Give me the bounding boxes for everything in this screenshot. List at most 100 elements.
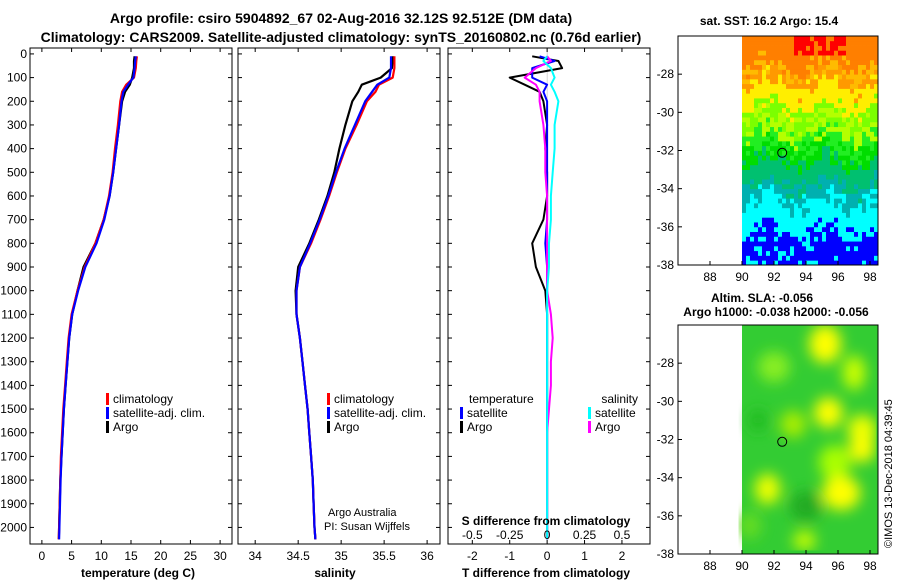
sst-cell: [742, 188, 747, 194]
sst-cell: [814, 93, 819, 99]
sst-cell: [826, 121, 831, 128]
sst-cell: [854, 202, 859, 209]
x-tick-label: 30: [213, 549, 227, 563]
sst-cell: [858, 83, 863, 89]
sst-cell: [866, 169, 871, 175]
sst-cell: [838, 198, 843, 204]
sst-cell: [746, 255, 751, 261]
sst-cell: [806, 69, 811, 75]
sst-cell: [846, 74, 851, 80]
sst-cell: [870, 255, 875, 261]
sst-cell: [786, 226, 791, 232]
sst-cell: [750, 83, 755, 89]
sst-cell: [810, 40, 815, 46]
sst-cell: [802, 212, 807, 218]
sst-cell: [810, 83, 815, 89]
sst-cell: [750, 88, 755, 94]
sst-cell: [846, 174, 851, 180]
map-x-tick-label: 98: [863, 559, 877, 573]
sst-cell: [790, 245, 795, 252]
sst-cell: [758, 260, 763, 265]
sst-cell: [870, 74, 875, 80]
sst-cell: [794, 93, 799, 99]
sst-cell: [874, 169, 878, 175]
sst-cell: [758, 207, 763, 213]
sst-cell: [794, 136, 799, 142]
sst-cell: [830, 226, 835, 232]
sst-cell: [874, 217, 878, 223]
sst-cell: [766, 136, 771, 142]
sst-cell: [842, 69, 847, 75]
sst-cell: [862, 207, 867, 213]
sst-cell: [810, 193, 815, 199]
sst-cell: [790, 55, 795, 61]
sst-cell: [846, 98, 851, 104]
sst-cell: [830, 150, 835, 156]
sst-cell: [746, 59, 751, 66]
sst-cell: [862, 169, 867, 175]
sst-cell: [754, 174, 759, 180]
sst-cell: [862, 36, 867, 42]
sst-cell: [846, 45, 851, 51]
sst-cell: [874, 231, 878, 237]
sst-cell: [774, 93, 779, 99]
sst-cell: [782, 126, 787, 132]
sst-cell: [782, 160, 787, 166]
legend-swatch-t-satellite: [460, 407, 463, 419]
x-tick-label: 15: [124, 549, 138, 563]
sst-cell: [874, 126, 878, 132]
sst-cell: [766, 231, 771, 237]
sst-cell: [766, 179, 771, 185]
sst-cell: [778, 245, 783, 252]
sst-cell: [858, 260, 863, 265]
sst-cell: [790, 231, 795, 237]
sst-cell: [838, 236, 843, 242]
sst-cell: [766, 188, 771, 194]
sst-cell: [850, 140, 855, 147]
sst-cell: [778, 217, 783, 223]
sst-cell: [818, 131, 823, 137]
sst-cell: [814, 164, 819, 170]
sst-cell: [826, 250, 831, 256]
sst-cell: [750, 45, 755, 51]
sst-cell: [746, 83, 751, 89]
sst-cell: [806, 64, 811, 70]
sst-cell: [838, 83, 843, 89]
sst-cell: [766, 102, 771, 108]
sst-cell: [774, 198, 779, 204]
sst-cell: [746, 50, 751, 56]
sst-cell: [774, 164, 779, 170]
sst-cell: [774, 88, 779, 94]
sst-cell: [806, 36, 811, 42]
map-x-tick-label: 92: [767, 270, 781, 284]
sst-cell: [790, 83, 795, 89]
sst-cell: [834, 64, 839, 70]
sst-cell: [766, 217, 771, 223]
sst-cell: [778, 59, 783, 66]
sst-cell: [746, 160, 751, 166]
sst-cell: [842, 93, 847, 99]
sst-cell: [846, 121, 851, 128]
sst-cell: [818, 126, 823, 132]
sst-cell: [850, 198, 855, 204]
sst-cell: [794, 64, 799, 70]
series-line-argo: [294, 56, 394, 540]
temperature-axis-label: temperature (deg C): [81, 566, 195, 580]
sst-cell: [802, 88, 807, 94]
sst-cell: [754, 212, 759, 218]
sst-cell: [802, 59, 807, 66]
sst-cell: [862, 226, 867, 232]
sst-cell: [766, 164, 771, 170]
sst-cell: [822, 169, 827, 175]
sst-cell: [766, 160, 771, 166]
sst-cell: [818, 88, 823, 94]
sst-cell: [866, 183, 871, 190]
sst-cell: [746, 193, 751, 199]
sst-cell: [794, 164, 799, 170]
sst-cell: [790, 74, 795, 80]
sst-cell: [794, 174, 799, 180]
sst-cell: [818, 145, 823, 151]
sst-cell: [822, 131, 827, 137]
sst-cell: [874, 155, 878, 161]
sst-cell: [834, 136, 839, 142]
